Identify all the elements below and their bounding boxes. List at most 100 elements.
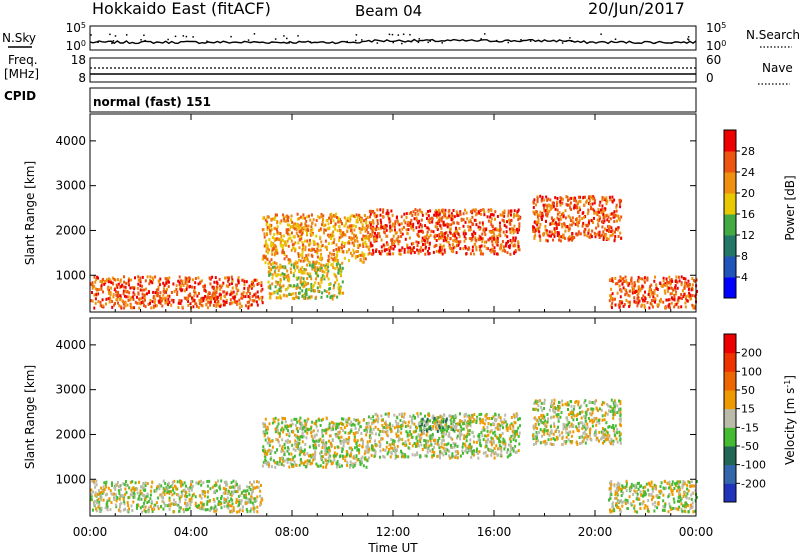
velocity-cell — [488, 422, 490, 425]
power-cell — [510, 214, 512, 217]
power-cell — [241, 293, 243, 296]
power-cell — [668, 276, 670, 279]
velocity-cell — [275, 417, 277, 420]
power-cell — [268, 238, 270, 241]
power-cell — [510, 230, 512, 233]
velocity-cell — [480, 444, 482, 447]
velocity-cell — [286, 433, 288, 436]
power-cell — [347, 217, 349, 220]
power-cell — [575, 218, 577, 221]
power-cell — [433, 214, 435, 217]
power-cell — [447, 234, 449, 237]
power-cell — [321, 291, 323, 294]
velocity-cell — [354, 446, 356, 449]
velocity-cell — [278, 422, 280, 425]
power-cell — [394, 240, 396, 243]
velocity-cell — [500, 416, 502, 419]
power-cell — [619, 219, 621, 222]
velocity-cell — [501, 423, 503, 426]
power-cell — [280, 278, 282, 281]
power-cell — [570, 208, 572, 211]
power-cell — [359, 230, 361, 233]
noise-left-tick-top: 105 — [66, 21, 86, 36]
power-cell — [152, 291, 154, 294]
power-cell — [465, 221, 467, 224]
power-cell — [180, 279, 182, 282]
power-cell — [572, 216, 574, 219]
velocity-cell — [513, 450, 515, 453]
power-cell — [401, 228, 403, 231]
power-cell — [317, 290, 319, 293]
velocity-cell — [298, 419, 300, 422]
power-cell — [537, 213, 539, 216]
power-cell — [109, 298, 111, 301]
velocity-cell — [482, 418, 484, 421]
power-cell — [296, 266, 298, 269]
power-cell — [178, 299, 180, 302]
velocity-cell — [589, 434, 591, 437]
power-cell — [304, 240, 306, 243]
power-cell — [323, 275, 325, 278]
velocity-cell — [519, 424, 521, 427]
power-cell — [601, 211, 603, 214]
power-cell — [333, 225, 335, 228]
power-cell — [292, 292, 294, 295]
power-cell — [555, 208, 557, 211]
power-cell — [398, 235, 400, 238]
velocity-cell — [445, 433, 447, 436]
power-cell — [95, 297, 97, 300]
power-cell — [308, 244, 310, 247]
velocity-cell — [450, 419, 452, 422]
power-cell — [355, 255, 357, 258]
power-cell — [573, 236, 575, 239]
power-cell — [211, 294, 213, 297]
power-cell — [648, 306, 650, 309]
power-cell — [142, 296, 144, 299]
power-cell — [372, 249, 374, 252]
power-cell — [638, 285, 640, 288]
power-cell — [436, 239, 438, 242]
power-cell — [614, 231, 616, 234]
velocity-cell — [420, 412, 422, 415]
power-cell — [282, 213, 284, 216]
power-cell — [200, 281, 202, 284]
power-cell — [652, 295, 654, 298]
power-cell — [220, 296, 222, 299]
velocity-cell — [95, 507, 97, 510]
velocity-cell — [350, 430, 352, 433]
power-cell — [330, 221, 332, 224]
velocity-cell — [414, 442, 416, 445]
power-cell — [461, 218, 463, 221]
power-cell — [142, 293, 144, 296]
velocity-cell — [468, 445, 470, 448]
power-cell — [301, 271, 303, 274]
velocity-cell — [352, 463, 354, 466]
velocity-cell — [190, 503, 192, 506]
power-cell — [386, 229, 388, 232]
velocity-cell — [128, 486, 130, 489]
power-cell — [571, 224, 573, 227]
power-cell — [667, 290, 669, 293]
power-cell — [330, 216, 332, 219]
velocity-cell — [368, 415, 370, 418]
power-cell — [333, 241, 335, 244]
velocity-cell — [404, 413, 406, 416]
power-cell — [304, 217, 306, 220]
power-cell — [235, 284, 237, 287]
power-cell — [601, 226, 603, 229]
power-cell — [332, 298, 334, 301]
power-cell — [226, 284, 228, 287]
power-cell — [608, 228, 610, 231]
power-cell — [220, 293, 222, 296]
velocity-cell — [270, 458, 272, 461]
power-cell — [312, 266, 314, 269]
power-cell — [556, 204, 558, 207]
power-cell — [268, 266, 270, 269]
power-cell — [371, 234, 373, 237]
power-cell — [452, 247, 454, 250]
power-cell — [494, 210, 496, 213]
power-colorbar-tick: 4 — [741, 271, 748, 284]
power-cell — [388, 212, 390, 215]
power-cell — [342, 280, 344, 283]
power-cell — [399, 240, 401, 243]
